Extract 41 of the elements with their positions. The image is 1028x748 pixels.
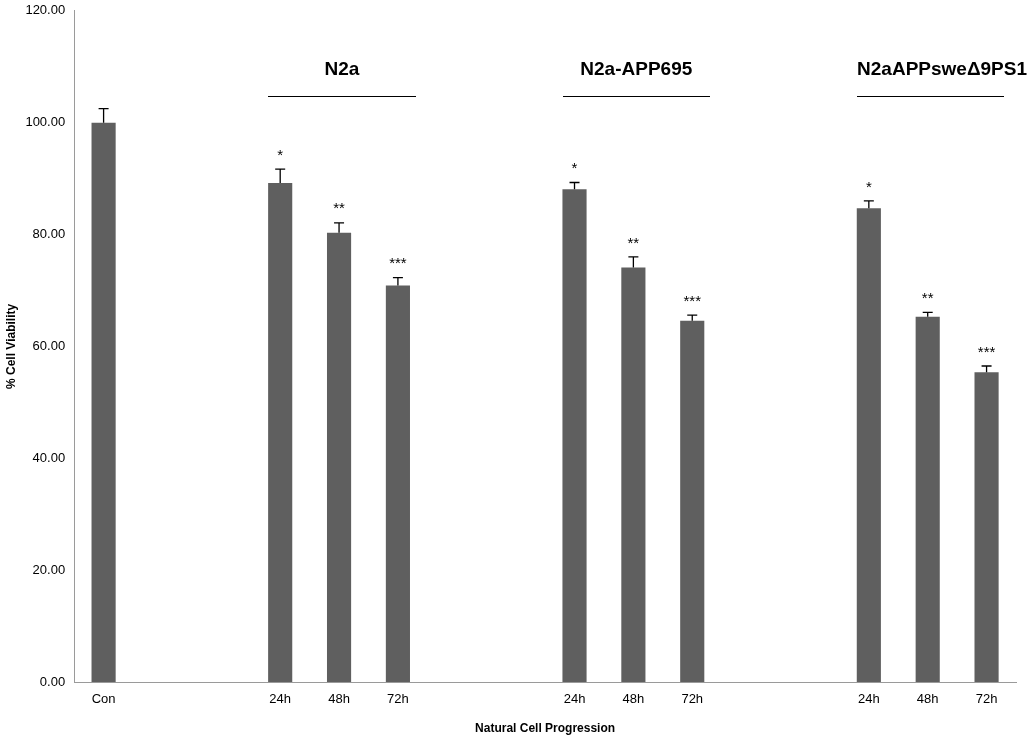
y-tick-label: 100.00 [25, 114, 66, 130]
x-tick-label: 72h [387, 691, 409, 707]
y-tick-label: 20.00 [32, 561, 66, 577]
bar [326, 232, 352, 682]
bar [974, 372, 999, 682]
data-label: *** [977, 342, 996, 360]
bar [856, 208, 881, 682]
y-tick-label: 0.00 [39, 673, 66, 689]
y-tick-label: 120.00 [25, 2, 66, 18]
x-tick-label: 72h [681, 691, 704, 707]
x-tick-label: 48h [328, 691, 350, 707]
bar [562, 189, 587, 682]
bar [91, 122, 116, 682]
y-axis-title: % Cell Viability [3, 303, 18, 389]
x-tick-label: 72h [975, 691, 998, 707]
bar [915, 316, 940, 682]
data-label: *** [683, 291, 702, 309]
x-tick-label: 24h [857, 691, 880, 707]
y-tick-label: 60.00 [32, 337, 66, 353]
x-axis-title: Natural Cell Progression [475, 721, 616, 736]
data-label: ** [627, 233, 640, 251]
x-tick-label: Con [91, 691, 116, 707]
bar [621, 267, 646, 682]
data-label: ** [333, 199, 346, 217]
x-tick-label: 24h [563, 691, 586, 707]
bar [268, 183, 293, 682]
annotation: N2a [323, 58, 361, 80]
y-tick-label: 80.00 [32, 226, 66, 242]
data-label: ** [921, 288, 934, 306]
data-label: *** [389, 254, 407, 272]
y-tick-label: 40.00 [32, 449, 66, 465]
x-tick-label: 48h [916, 691, 939, 707]
data-label: * [277, 145, 284, 163]
x-tick-label: 48h [622, 691, 645, 707]
x-tick-label: 24h [269, 691, 292, 707]
bar [680, 320, 705, 682]
bar [385, 285, 410, 682]
annotation: N2aAPPsweΔ9PS1 [857, 58, 1028, 80]
data-label: * [865, 177, 872, 195]
data-label: * [571, 159, 578, 177]
annotation: N2a-APP695 [579, 58, 694, 80]
